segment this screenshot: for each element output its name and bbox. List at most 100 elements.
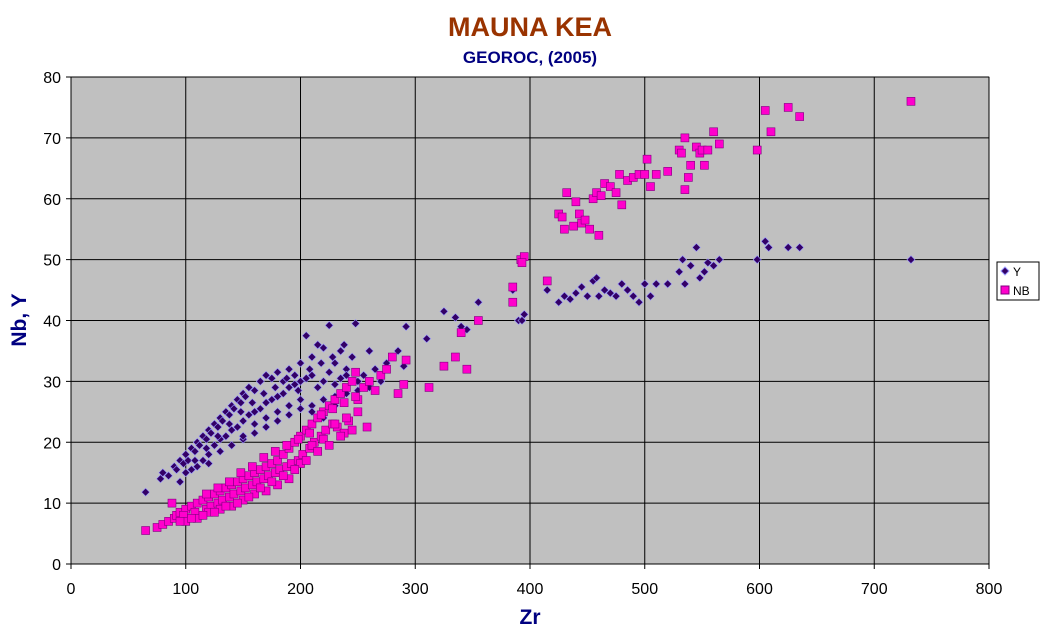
y-data-point (198, 456, 208, 465)
y-data-point (172, 465, 181, 475)
nb-data-point (611, 188, 621, 197)
y-data-point (204, 459, 214, 468)
nb-data-point (175, 517, 185, 526)
x-tick-labels: 0 100 200 300 400 500 600 700 800 (67, 581, 1003, 598)
y-data-point (605, 288, 615, 298)
y-data-point (215, 446, 225, 456)
nb-data-point (370, 386, 380, 395)
nb-data-point (663, 167, 673, 176)
y-data-point (261, 398, 271, 408)
y-data-point (663, 279, 673, 289)
nb-data-point (575, 209, 584, 219)
nb-data-point (401, 355, 411, 365)
y-data-point (760, 236, 770, 246)
nb-data-point (198, 510, 208, 520)
y-data-point (364, 346, 374, 356)
y-data-point (450, 313, 460, 322)
y-data-point (296, 358, 305, 368)
nb-data-point (336, 389, 345, 398)
y-tick-label: 60 (43, 192, 61, 209)
x-axis-title: Zr (520, 606, 541, 627)
y-data-point (190, 446, 200, 456)
y-data-point (290, 370, 300, 380)
y-data-point (554, 297, 564, 307)
x-tick-label: 300 (402, 581, 429, 598)
nb-data-point (557, 212, 567, 222)
nb-data-point (353, 407, 363, 417)
y-data-point (328, 352, 338, 362)
nb-data-point (562, 188, 572, 197)
nb-data-point (328, 404, 337, 414)
x-tick-label: 800 (976, 581, 1003, 598)
y-tick-label: 20 (43, 435, 61, 452)
y-data-point (282, 373, 292, 383)
y-data-point (270, 383, 280, 392)
y-data-point (351, 319, 361, 328)
legend: Y NB (996, 261, 1040, 301)
x-tick-label: 600 (746, 581, 773, 598)
series-nb-points (141, 97, 916, 535)
y-tick-label: 30 (43, 374, 61, 391)
nb-data-point (439, 361, 449, 371)
y-data-point (175, 477, 185, 487)
y-data-point (313, 383, 323, 392)
nb-data-point (462, 364, 472, 374)
nb-data-point (210, 507, 219, 517)
y-tick-label: 40 (43, 314, 61, 331)
y-data-point (273, 407, 282, 417)
y-data-point (640, 279, 650, 289)
nb-data-point (906, 97, 916, 106)
nb-data-point (307, 440, 317, 450)
y-data-point (250, 428, 260, 438)
y-data-point (678, 255, 688, 265)
y-data-point (267, 373, 277, 383)
y-data-point (401, 322, 411, 332)
y-data-point (236, 407, 246, 417)
y-data-point (236, 398, 246, 408)
nb-data-point (225, 477, 234, 487)
nb-data-point (278, 471, 288, 481)
y-data-point (623, 285, 632, 295)
nb-data-point (684, 173, 693, 182)
nb-data-point (642, 154, 652, 164)
y-tick-label: 50 (43, 253, 61, 270)
y-data-point (336, 373, 346, 383)
nb-data-point (646, 182, 655, 191)
y-data-point (422, 334, 432, 344)
y-data-point (439, 306, 449, 316)
y-tick-label: 80 (43, 70, 61, 87)
nb-data-point (795, 112, 804, 121)
y-data-point (221, 431, 231, 441)
y-data-point (347, 352, 357, 362)
nb-data-point (715, 139, 724, 149)
nb-data-point (336, 431, 345, 441)
nb-data-point (387, 352, 397, 362)
y-data-point (201, 434, 211, 444)
y-data-point (250, 407, 260, 417)
y-data-point (224, 410, 234, 420)
nb-data-point (766, 127, 776, 137)
y-data-point (284, 364, 294, 374)
legend-label-nb: NB (1013, 284, 1030, 298)
y-tick-label: 10 (43, 496, 61, 513)
y-data-point (273, 392, 282, 402)
y-data-point (582, 291, 592, 301)
nb-data-point (351, 392, 360, 401)
nb-data-point (594, 230, 604, 240)
y-data-point (296, 404, 305, 414)
nb-data-point (703, 145, 713, 155)
y-data-point (709, 261, 719, 271)
y-data-point (695, 273, 705, 283)
nb-data-point (508, 282, 518, 292)
y-data-point (210, 440, 219, 450)
y-data-point (313, 340, 323, 350)
nb-data-point (783, 103, 793, 112)
nb-data-point (316, 410, 326, 420)
nb-data-point (267, 477, 277, 487)
x-tick-label: 100 (172, 581, 199, 598)
nb-data-point (517, 258, 527, 267)
y-data-point (316, 358, 326, 368)
y-data-point (714, 255, 724, 265)
y-data-point (305, 364, 315, 374)
x-tick-label: 500 (631, 581, 658, 598)
